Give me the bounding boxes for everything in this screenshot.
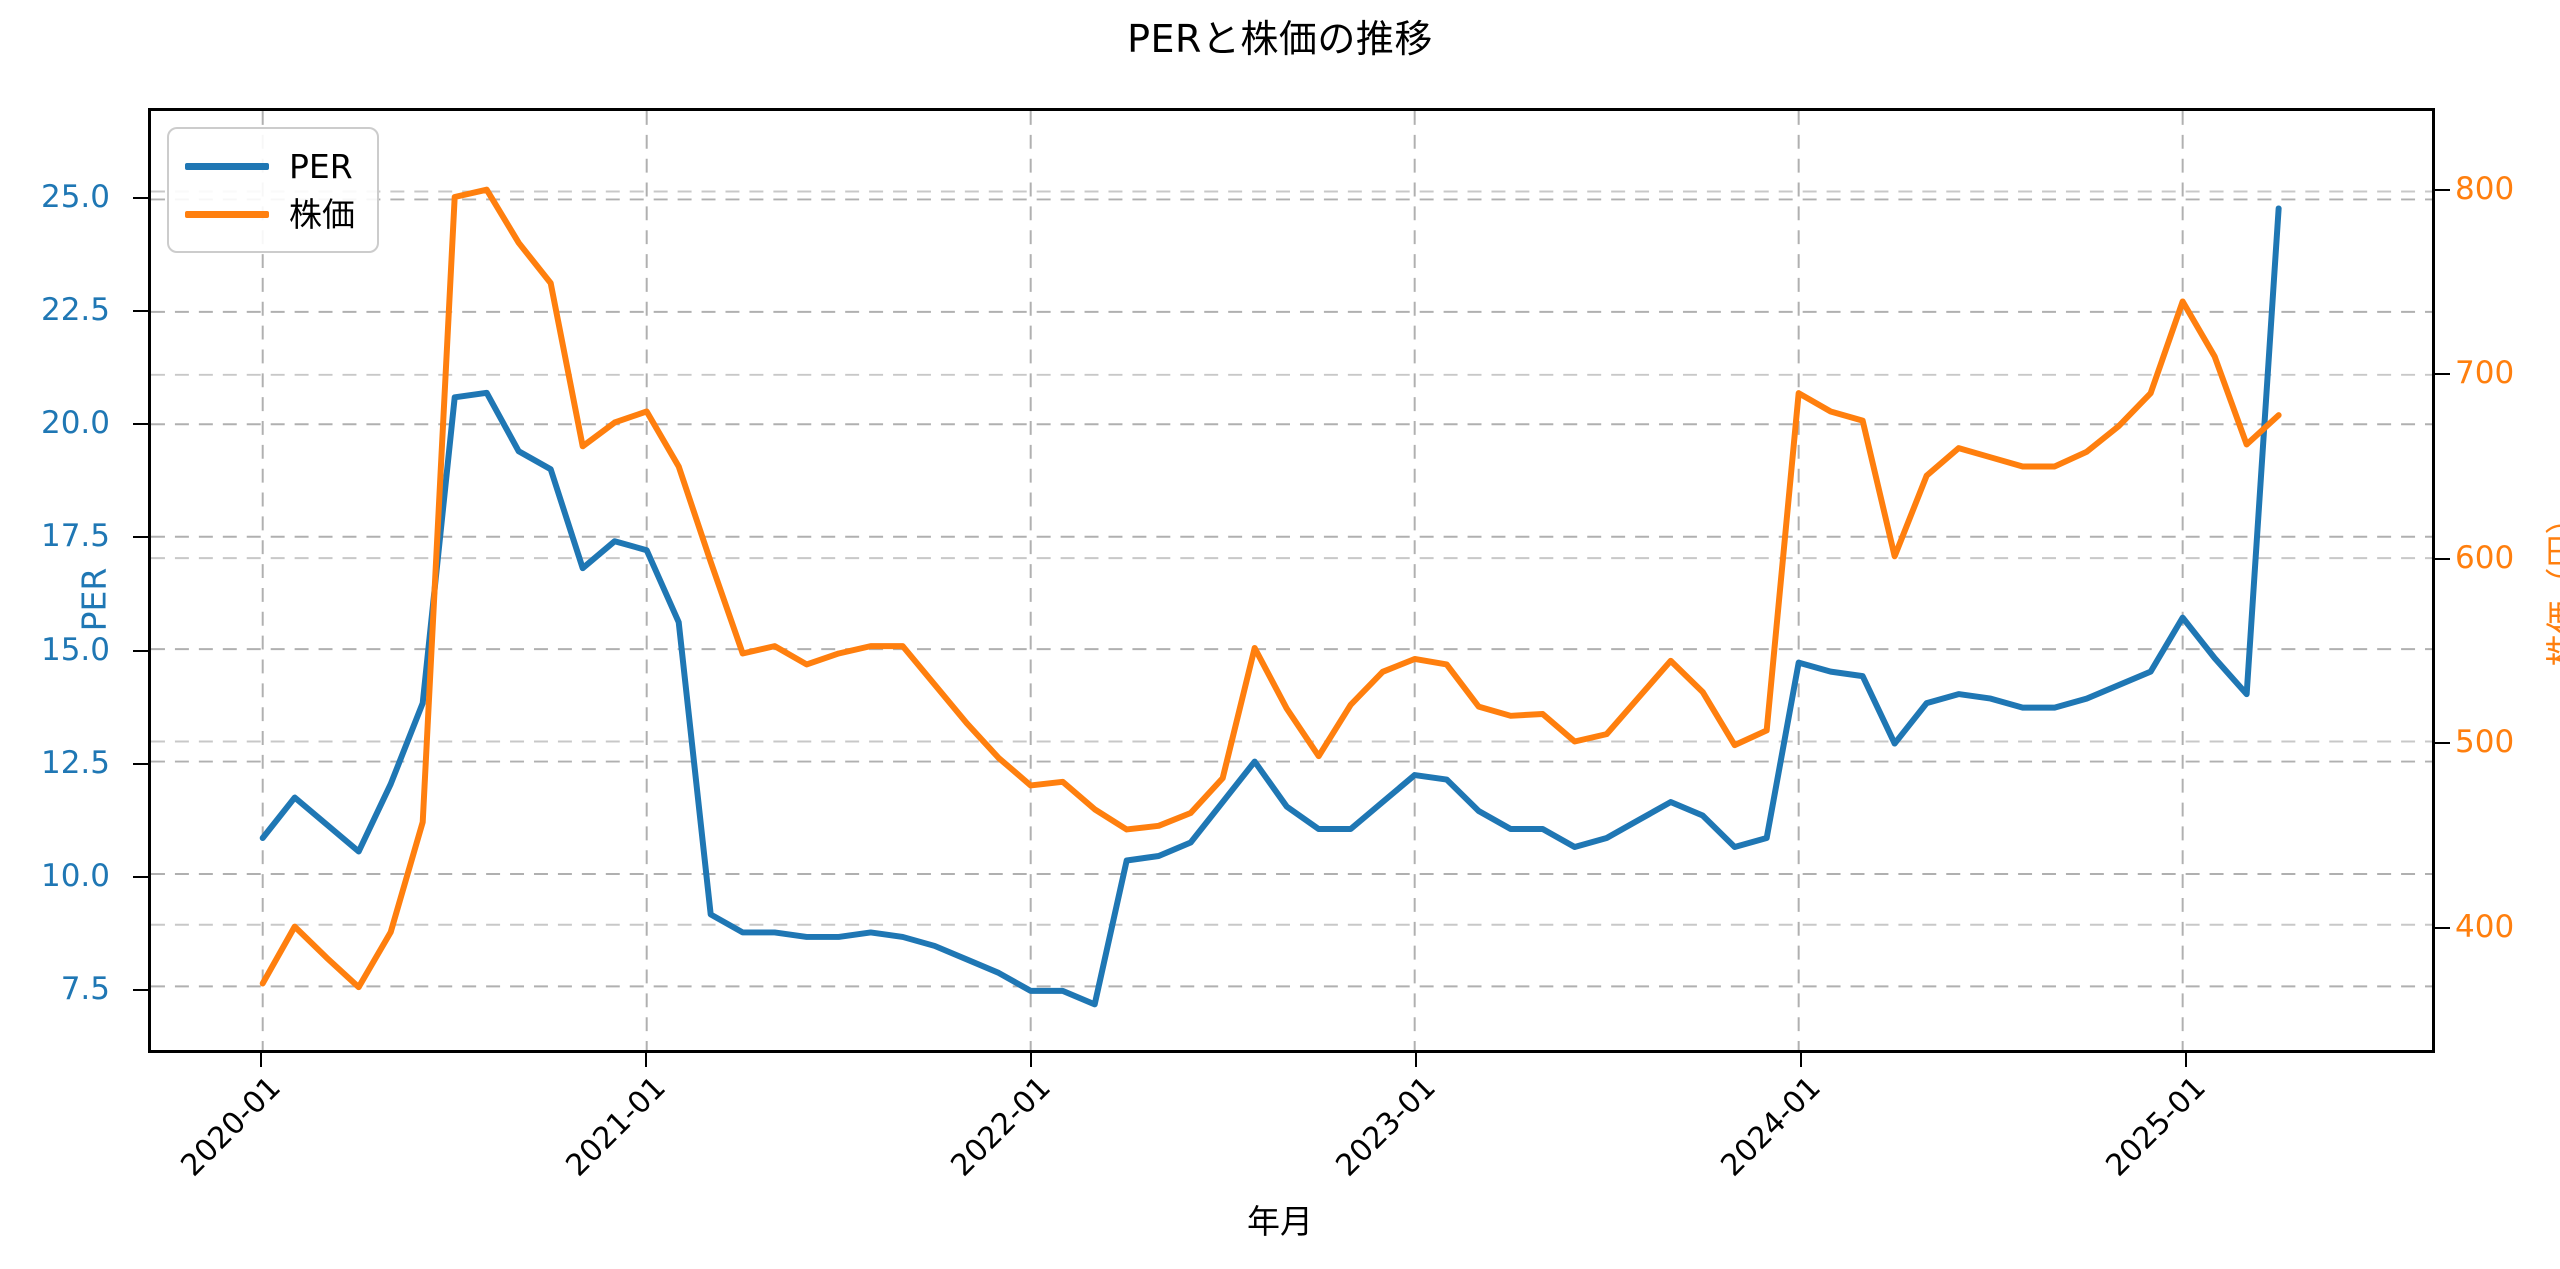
grid-lines bbox=[151, 111, 2432, 1050]
y-tick-left: 20.0 bbox=[40, 405, 110, 441]
y-tick-left: 25.0 bbox=[40, 179, 110, 215]
legend-swatch-stock-price bbox=[185, 210, 269, 218]
y-tick-right: 400 bbox=[2455, 909, 2515, 945]
y-tick-mark-right bbox=[2435, 373, 2450, 375]
y-tick-mark-left bbox=[133, 310, 148, 312]
legend-label-stock-price: 株価 bbox=[289, 194, 355, 234]
y-tick-mark-right bbox=[2435, 189, 2450, 191]
y-tick-left: 12.5 bbox=[40, 745, 110, 781]
data-lines bbox=[259, 186, 2282, 1008]
legend-swatch-per bbox=[185, 162, 269, 170]
x-tick-mark bbox=[1415, 1053, 1417, 1067]
y-tick-left: 22.5 bbox=[40, 292, 110, 328]
y-tick-mark-left bbox=[133, 989, 148, 991]
y-tick-left: 10.0 bbox=[40, 858, 110, 894]
legend-label-per: PER bbox=[289, 146, 353, 186]
x-tick-mark bbox=[645, 1053, 647, 1067]
legend-item-per[interactable]: PER bbox=[185, 142, 355, 190]
y-tick-mark-right bbox=[2435, 558, 2450, 560]
x-tick-mark bbox=[260, 1053, 262, 1067]
y-tick-mark-left bbox=[133, 763, 148, 765]
chart-title: PERと株価の推移 bbox=[1127, 17, 1433, 61]
y-tick-mark-left bbox=[133, 876, 148, 878]
chart-legend[interactable]: PER 株価 bbox=[167, 127, 379, 253]
y-tick-left: 15.0 bbox=[40, 632, 110, 668]
x-tick-mark bbox=[1030, 1053, 1032, 1067]
y-tick-left: 17.5 bbox=[40, 518, 110, 554]
y-tick-right: 500 bbox=[2455, 724, 2515, 760]
y-axis-label-left: PER bbox=[74, 567, 114, 632]
y-tick-mark-right bbox=[2435, 927, 2450, 929]
y-tick-mark-left bbox=[133, 536, 148, 538]
y-tick-mark-left bbox=[133, 423, 148, 425]
y-tick-left: 7.5 bbox=[60, 971, 110, 1007]
y-axis-label-right: 株価（円） bbox=[2543, 501, 2560, 667]
series-line-per bbox=[259, 205, 2282, 1008]
y-tick-mark-left bbox=[133, 197, 148, 199]
x-axis-label: 年月 bbox=[1247, 1202, 1313, 1241]
x-tick-mark bbox=[2185, 1053, 2187, 1067]
y-tick-mark-right bbox=[2435, 742, 2450, 744]
legend-item-stock-price[interactable]: 株価 bbox=[185, 190, 355, 238]
y-tick-right: 700 bbox=[2455, 355, 2515, 391]
y-tick-right: 600 bbox=[2455, 540, 2515, 576]
y-tick-mark-left bbox=[133, 650, 148, 652]
plot-area bbox=[148, 108, 2435, 1053]
x-tick-mark bbox=[1800, 1053, 1802, 1067]
series-line-stock-price bbox=[259, 186, 2282, 991]
y-tick-right: 800 bbox=[2455, 171, 2515, 207]
